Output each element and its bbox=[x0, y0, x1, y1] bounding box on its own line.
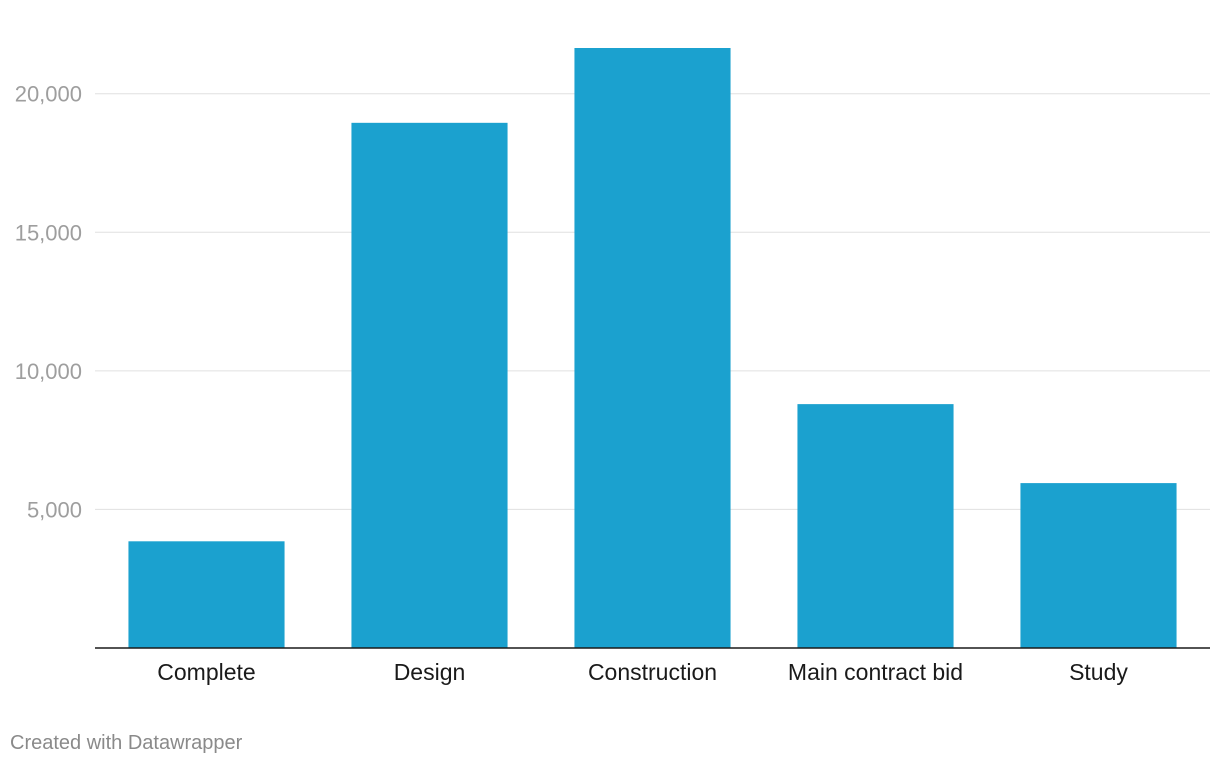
x-tick-label: Construction bbox=[588, 659, 717, 685]
bar bbox=[351, 122, 508, 649]
x-axis-ticks: Complete Design Construction Main contract … bbox=[157, 659, 1128, 685]
x-tick-label: Complete bbox=[157, 659, 255, 685]
y-tick-label: 5,000 bbox=[27, 497, 82, 522]
bar bbox=[574, 48, 731, 648]
bar bbox=[1020, 483, 1177, 648]
y-tick-label: 20,000 bbox=[15, 82, 82, 107]
datawrapper-credit: Created with Datawrapper bbox=[10, 732, 243, 754]
x-tick-label: Study bbox=[1069, 659, 1128, 685]
x-tick-label: Main contract bid bbox=[788, 659, 963, 685]
bars bbox=[128, 48, 1177, 649]
y-tick-label: 10,000 bbox=[15, 359, 82, 384]
bar bbox=[797, 404, 954, 648]
y-axis-ticks: 5,000 10,000 15,000 20,000 bbox=[15, 82, 82, 523]
y-tick-label: 15,000 bbox=[15, 220, 82, 245]
bar bbox=[128, 541, 285, 648]
x-tick-label: Design bbox=[394, 659, 466, 685]
